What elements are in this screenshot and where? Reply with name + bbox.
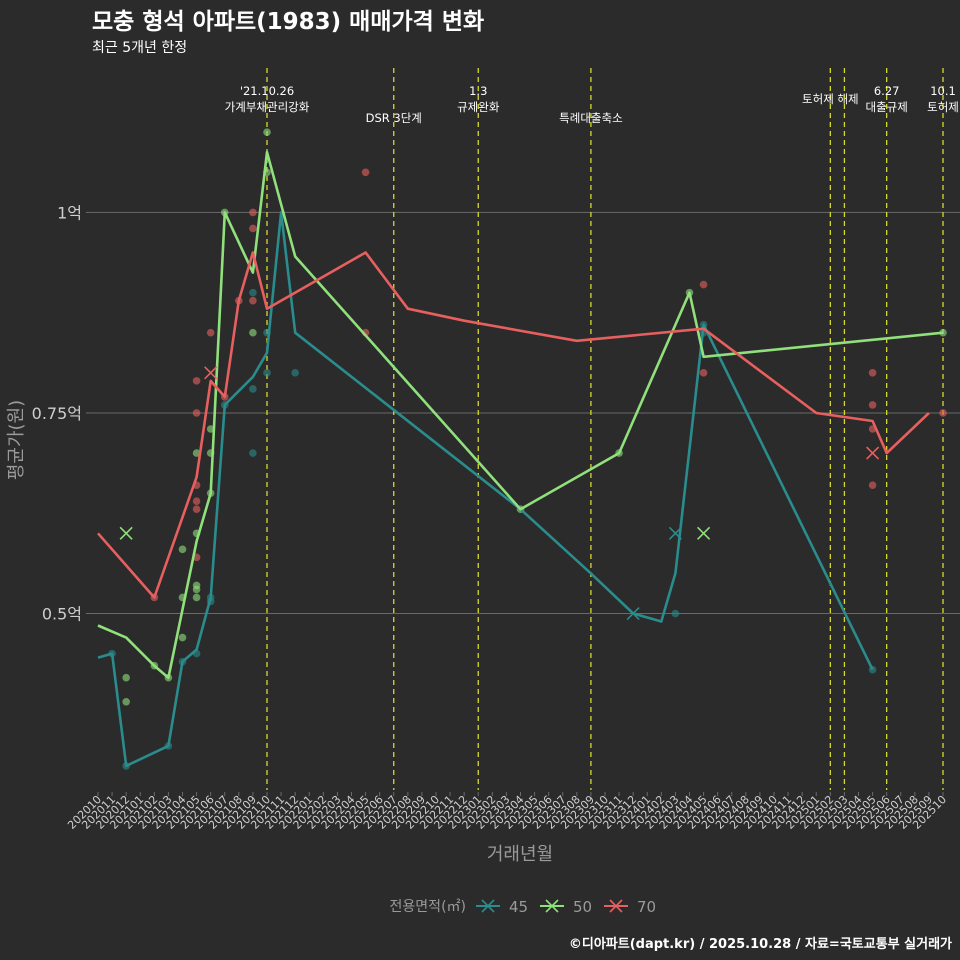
cross-marker-45	[668, 526, 682, 540]
scatter-point-70	[699, 280, 708, 289]
scatter-point-70	[699, 369, 708, 377]
event-label: 1.3	[469, 84, 487, 98]
legend: 전용면적(㎡) 45 50 70	[390, 898, 657, 916]
legend-cross	[609, 899, 623, 913]
event-label: '21.10.26	[240, 84, 294, 98]
scatter-point-70	[206, 328, 215, 337]
event-label: DSR 3단계	[366, 111, 422, 125]
chart-subtitle: 최근 5개년 한정	[92, 40, 187, 56]
caption: ©디아파트(dapt.kr) / 2025.10.28 / 자료=국토교통부 실…	[569, 936, 952, 952]
scatter-point-45	[249, 385, 257, 393]
scatter-point-70	[868, 369, 877, 377]
legend-cross	[481, 899, 495, 913]
event-label: 6.27	[874, 84, 900, 98]
scatter-point-70	[939, 409, 947, 417]
x-axis: 2020102020112020122021012021022021032021…	[65, 792, 949, 832]
y-axis: 0.5억 0.75억 1억	[32, 203, 90, 624]
scatter-point-50	[178, 633, 187, 642]
cross-stroke	[626, 606, 640, 621]
series-line-50	[97, 150, 944, 679]
x-axis-label: 거래년월	[487, 844, 553, 865]
event-label: 토허제 해제	[802, 92, 859, 106]
scatter-point-70	[192, 377, 201, 385]
legend-item-45: 45	[476, 898, 528, 916]
scatter-point-70	[192, 505, 201, 514]
scatter-point-70	[192, 409, 201, 417]
legend-label: 50	[573, 898, 592, 916]
scatter-point-45	[291, 369, 299, 377]
cross-stroke	[119, 526, 133, 540]
legend-item-70: 70	[604, 898, 656, 916]
scatter-point-50	[122, 697, 130, 706]
scatter-point-70	[192, 497, 201, 506]
series-layer	[97, 128, 947, 770]
scatter-point-70	[868, 401, 877, 409]
cross-stroke	[204, 366, 218, 380]
scatter-point-45	[263, 369, 271, 377]
scatter-point-70	[361, 168, 370, 177]
chart-title: 모충 형석 아파트(1983) 매매가격 변화	[92, 9, 484, 35]
scatter-point-70	[249, 296, 257, 305]
y-tick-label: 0.5억	[42, 605, 82, 624]
event-label: 가계부채관리강화	[225, 100, 310, 114]
scatter-point-50	[192, 449, 201, 457]
legend-title: 전용면적(㎡)	[390, 899, 466, 915]
legend-label: 70	[637, 898, 656, 916]
scatter-point-45	[249, 288, 257, 297]
scatter-point-70	[249, 208, 257, 217]
legend-cross	[545, 899, 559, 913]
scatter-point-70	[868, 481, 877, 489]
scatter-point-50	[249, 328, 257, 337]
cross-stroke	[668, 526, 682, 540]
y-axis-label: 평균가(원)	[6, 400, 27, 480]
scatter-point-50	[192, 581, 201, 590]
y-tick-label: 0.75억	[32, 404, 82, 423]
cross-marker-45	[626, 606, 640, 621]
y-tick-label: 1억	[57, 203, 82, 222]
event-label: 토허제	[927, 100, 959, 114]
scatter-point-45	[249, 449, 257, 457]
event-label: 특례대출축소	[559, 111, 622, 125]
scatter-point-50	[263, 128, 271, 136]
event-label: 대출규제	[866, 100, 908, 114]
cross-marker-50	[697, 526, 711, 540]
cross-stroke	[697, 526, 711, 540]
event-label: 10.1	[930, 84, 956, 98]
scatter-point-50	[122, 673, 130, 682]
legend-label: 45	[509, 898, 528, 916]
scatter-point-50	[178, 545, 187, 554]
cross-marker-70	[204, 366, 218, 380]
cross-stroke	[866, 446, 880, 460]
legend-item-50: 50	[540, 898, 592, 916]
scatter-point-45	[671, 609, 680, 618]
scatter-point-70	[249, 224, 257, 233]
cross-marker-50	[119, 526, 133, 540]
scatter-point-50	[192, 593, 201, 602]
cross-marker-70	[866, 446, 880, 460]
series-line-70	[97, 251, 930, 599]
event-label: 규제완화	[457, 100, 500, 114]
series-line-45	[97, 211, 874, 768]
